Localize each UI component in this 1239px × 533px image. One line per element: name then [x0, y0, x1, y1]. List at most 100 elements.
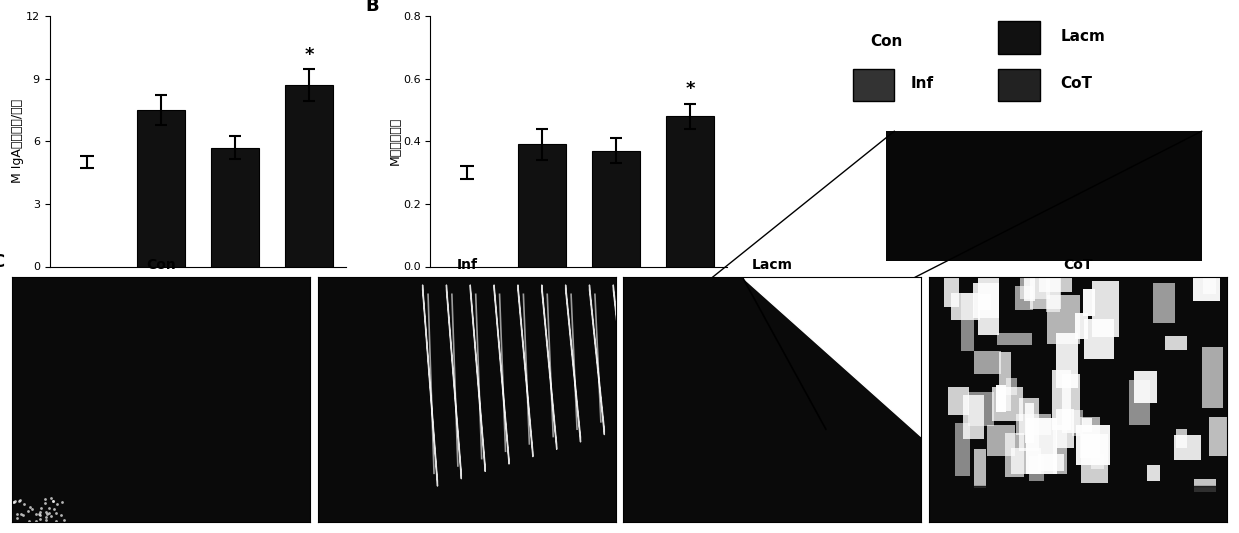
Point [41, 494, 61, 503]
Bar [886, 131, 1202, 262]
Bar [980, 294, 991, 310]
Bar [974, 449, 985, 488]
Point [31, 504, 51, 512]
Text: *: * [685, 80, 695, 98]
Point [15, 499, 35, 508]
Text: Lacm: Lacm [1061, 29, 1105, 44]
Text: Con: Con [146, 259, 176, 272]
Point [5, 497, 25, 505]
Bar [944, 268, 959, 307]
Bar [1134, 372, 1157, 403]
Text: *: * [305, 46, 313, 64]
Text: Con: Con [870, 34, 902, 49]
Point [38, 504, 58, 512]
Bar [1047, 295, 1079, 344]
Point [22, 505, 42, 513]
Point [20, 503, 40, 511]
Bar [1193, 479, 1215, 492]
Point [42, 497, 62, 506]
Bar [1080, 417, 1100, 457]
Bar [1074, 313, 1088, 339]
Point [52, 498, 72, 506]
Bar [1020, 238, 1049, 298]
Bar [1092, 281, 1119, 337]
Bar [1026, 417, 1057, 473]
Bar [1165, 336, 1187, 350]
Bar [1052, 370, 1072, 430]
Point [53, 516, 73, 524]
Point [9, 497, 28, 505]
Bar [1084, 319, 1114, 359]
Bar [1083, 288, 1095, 316]
Point [46, 508, 66, 517]
Point [14, 511, 33, 519]
Bar [968, 392, 995, 426]
Bar [852, 69, 895, 101]
Bar [1193, 248, 1220, 301]
Point [40, 508, 59, 517]
Point [2, 498, 22, 506]
Bar [999, 21, 1040, 54]
Text: CoT: CoT [1063, 259, 1093, 272]
Point [30, 511, 50, 519]
Bar [1016, 414, 1051, 435]
Bar [1015, 286, 1033, 310]
Bar [975, 351, 1001, 374]
Bar [1082, 418, 1092, 432]
Bar [1020, 398, 1040, 451]
Bar [518, 144, 566, 266]
Bar [1030, 260, 1062, 309]
Point [7, 514, 27, 522]
Point [43, 505, 63, 513]
Bar [1209, 417, 1228, 456]
Point [37, 510, 57, 519]
Bar [996, 385, 1006, 411]
Point [4, 498, 24, 506]
Bar [1090, 455, 1104, 470]
Bar [1046, 252, 1059, 312]
Bar [948, 387, 969, 415]
Point [11, 510, 31, 519]
Bar [1082, 434, 1108, 482]
Bar [1129, 380, 1150, 425]
Point [26, 517, 46, 526]
Point [46, 517, 66, 526]
Bar [1056, 409, 1074, 448]
Point [36, 513, 56, 522]
Bar [1006, 378, 1017, 395]
Point [30, 514, 50, 523]
Point [19, 507, 38, 515]
Text: B: B [366, 0, 379, 15]
Bar [1038, 253, 1072, 293]
Point [19, 517, 38, 526]
Bar [996, 333, 1032, 345]
Bar [1154, 282, 1176, 323]
Y-axis label: M IgA浆细胞数/绒毛: M IgA浆细胞数/绒毛 [11, 99, 25, 183]
Point [31, 507, 51, 516]
Bar [955, 423, 970, 475]
Point [36, 495, 56, 504]
Bar [999, 352, 1011, 411]
Bar [1023, 272, 1035, 301]
Text: Inf: Inf [456, 259, 477, 272]
Bar [1006, 433, 1025, 477]
Bar [974, 282, 999, 318]
Bar [285, 85, 333, 266]
Bar [1038, 454, 1064, 471]
Text: CoT: CoT [1061, 76, 1093, 91]
Bar [1175, 435, 1201, 459]
Bar [986, 425, 1015, 456]
Bar [136, 110, 185, 266]
Bar [964, 394, 984, 439]
Bar [1025, 403, 1035, 443]
Bar [992, 387, 1023, 421]
Bar [211, 148, 259, 266]
Point [35, 499, 55, 507]
Bar [1072, 410, 1083, 437]
Point [51, 511, 71, 519]
Polygon shape [742, 277, 921, 437]
Bar [961, 293, 974, 351]
Bar [978, 276, 999, 335]
Bar [1062, 374, 1080, 433]
Point [30, 510, 50, 518]
